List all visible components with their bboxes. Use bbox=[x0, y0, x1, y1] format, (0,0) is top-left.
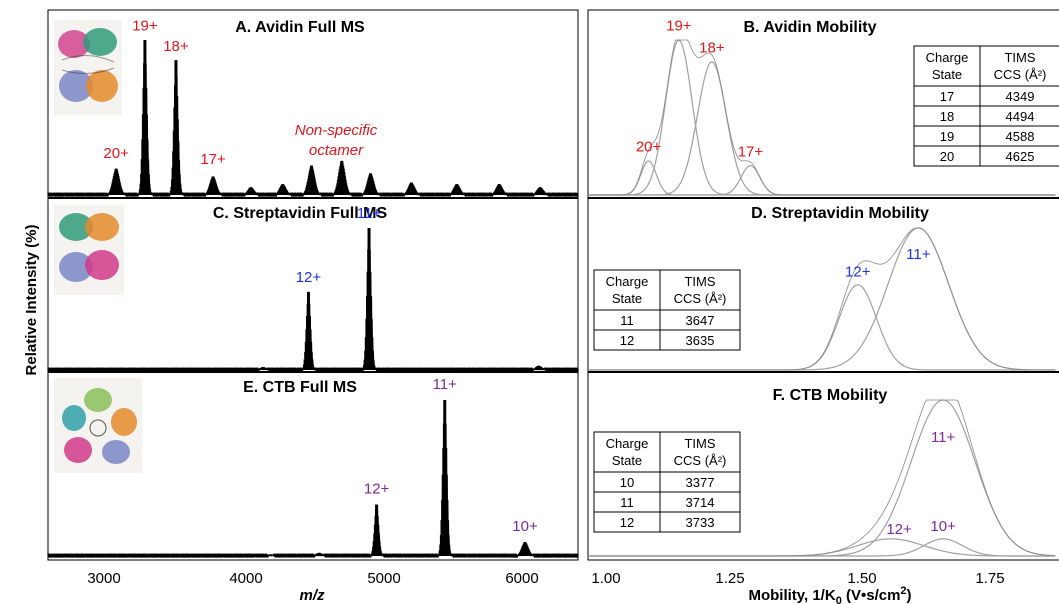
charge-label-d-1: 11+ bbox=[906, 246, 931, 263]
panel-c-title: C. Streptavidin Full MS bbox=[213, 205, 388, 222]
charge-label-b-1: 19+ bbox=[666, 18, 692, 35]
charge-labels-layer: 20+ 19+ 18+ 17+ 12+ 11+ 12+ 11+ 10+ 20+ 19+ 18+ 17+ 1… bbox=[103, 18, 956, 538]
table-header-0-line1: Charge bbox=[926, 50, 969, 65]
mobility-sum-b bbox=[588, 39, 1056, 196]
charge-label-c-1: 11+ bbox=[357, 205, 382, 222]
table-cell-1-1: 3714 bbox=[686, 495, 715, 510]
charge-label-a-0: 20+ bbox=[103, 145, 129, 162]
mob-tick-150: 1.50 bbox=[847, 570, 876, 587]
table-cell-0-1: 3377 bbox=[686, 475, 715, 490]
ms-spectrum-e bbox=[47, 399, 579, 558]
table-cell-2-0: 12 bbox=[620, 515, 634, 530]
charge-label-d-0: 12+ bbox=[845, 263, 871, 280]
table-cell-2-1: 4588 bbox=[1006, 129, 1035, 144]
charge-label-c-0: 12+ bbox=[296, 269, 322, 286]
mobility-trace-f-12plus bbox=[588, 538, 1056, 557]
charge-label-b-2: 18+ bbox=[699, 39, 725, 56]
mobility-traces-layer bbox=[588, 39, 1056, 557]
table-cell-3-0: 20 bbox=[940, 149, 954, 164]
table-header-0-line2: State bbox=[612, 291, 642, 306]
ctb-structure-icon bbox=[54, 378, 142, 473]
ms-spectrum-c bbox=[47, 227, 579, 373]
table-cell-0-1: 3647 bbox=[686, 313, 715, 328]
ms-tick-6000: 6000 bbox=[505, 570, 538, 587]
mob-tick-175: 1.75 bbox=[975, 570, 1004, 587]
charge-label-a-3: 17+ bbox=[200, 151, 226, 168]
mobility-sum-f bbox=[588, 399, 1056, 557]
table-cell-2-1: 3733 bbox=[686, 515, 715, 530]
table-header-0-line1: Charge bbox=[606, 274, 649, 289]
panel-b-title: B. Avidin Mobility bbox=[743, 19, 876, 36]
avidin-structure-icon bbox=[54, 20, 122, 115]
ms-spectrum-a bbox=[47, 39, 579, 198]
table-header-0-line2: State bbox=[932, 67, 962, 82]
table-header-1-line2: CCS (Å²) bbox=[674, 291, 727, 306]
ms-x-axis-label: m/z bbox=[299, 587, 325, 604]
ms-tick-5000: 5000 bbox=[367, 570, 400, 587]
charge-label-f-1: 11+ bbox=[931, 429, 956, 446]
ccs-table-f: Charge State TIMS CCS (Å²) 10 3377 11 3714 12 373… bbox=[593, 431, 741, 533]
charge-label-b-3: 17+ bbox=[738, 143, 764, 160]
panel-a-title: A. Avidin Full MS bbox=[235, 19, 365, 36]
octamer-note-line1: Non-specific bbox=[295, 122, 378, 139]
ccs-tables-layer: Charge State TIMS CCS (Å²) 17 4349 18 4494 19 458… bbox=[593, 45, 1059, 533]
table-header-0-line2: State bbox=[612, 453, 642, 468]
mobility-trace-f-10plus bbox=[588, 538, 1056, 557]
panel-f-title: F. CTB Mobility bbox=[773, 387, 888, 404]
charge-label-a-2: 18+ bbox=[163, 38, 189, 55]
panel-e-title: E. CTB Full MS bbox=[243, 379, 357, 396]
charge-label-f-2: 10+ bbox=[930, 518, 956, 535]
table-cell-1-1: 4494 bbox=[1006, 109, 1035, 124]
table-cell-3-1: 4625 bbox=[1006, 149, 1035, 164]
table-header-1-line2: CCS (Å²) bbox=[674, 453, 727, 468]
ms-tick-4000: 4000 bbox=[229, 570, 262, 587]
table-cell-1-0: 18 bbox=[940, 109, 954, 124]
ms-tick-3000: 3000 bbox=[87, 570, 120, 587]
table-header-1-line1: TIMS bbox=[684, 436, 715, 451]
charge-label-f-0: 12+ bbox=[886, 521, 912, 538]
table-header-1-line1: TIMS bbox=[1004, 50, 1035, 65]
right-frame bbox=[587, 9, 1059, 561]
mob-x-ticks: 1.00 1.25 1.50 1.75 bbox=[591, 570, 1004, 587]
mob-tick-125: 1.25 bbox=[715, 570, 744, 587]
table-cell-1-1: 3635 bbox=[686, 333, 715, 348]
charge-label-b-0: 20+ bbox=[636, 139, 662, 156]
table-cell-0-0: 10 bbox=[620, 475, 634, 490]
ccs-table-d: Charge State TIMS CCS (Å²) 11 3647 12 3635 bbox=[593, 269, 741, 351]
y-axis-label: Relative Intensity (%) bbox=[23, 225, 40, 376]
octamer-note-line2: octamer bbox=[309, 142, 364, 159]
charge-label-e-2: 10+ bbox=[512, 518, 538, 535]
streptavidin-structure-icon bbox=[54, 205, 124, 295]
table-header-1-line1: TIMS bbox=[684, 274, 715, 289]
table-cell-2-0: 19 bbox=[940, 129, 954, 144]
table-cell-0-1: 4349 bbox=[1006, 89, 1035, 104]
left-frame bbox=[47, 9, 579, 561]
table-cell-0-0: 11 bbox=[620, 313, 634, 328]
table-cell-1-0: 12 bbox=[620, 333, 634, 348]
table-header-1-line2: CCS (Å²) bbox=[994, 67, 1047, 82]
charge-label-e-0: 12+ bbox=[364, 481, 390, 498]
table-cell-1-0: 11 bbox=[620, 495, 634, 510]
ccs-table-b: Charge State TIMS CCS (Å²) 17 4349 18 4494 19 458… bbox=[913, 45, 1059, 167]
ms-x-ticks: 3000 4000 5000 6000 bbox=[87, 570, 538, 587]
panel-d-title: D. Streptavidin Mobility bbox=[751, 205, 929, 222]
mobility-x-axis-label: Mobility, 1/K0 (V•s/cm2) bbox=[748, 585, 911, 604]
mob-tick-100: 1.00 bbox=[591, 570, 620, 587]
table-header-0-line1: Charge bbox=[606, 436, 649, 451]
table-cell-0-0: 17 bbox=[940, 89, 954, 104]
charge-label-e-1: 11+ bbox=[433, 376, 458, 393]
ms-spectra-layer bbox=[47, 39, 579, 558]
charge-label-a-1: 19+ bbox=[132, 18, 158, 35]
mobility-sum-d bbox=[588, 227, 1056, 371]
